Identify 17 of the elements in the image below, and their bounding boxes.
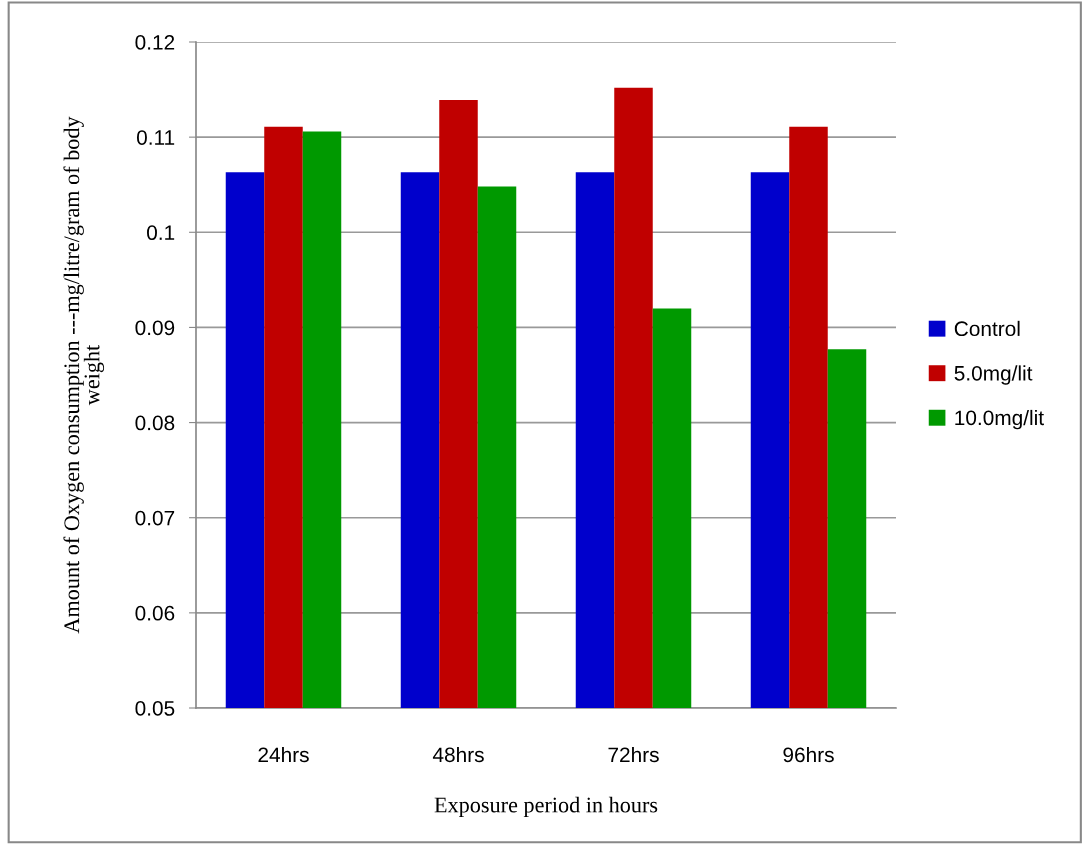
y-tick-label: 0.09 (135, 320, 175, 336)
y-tick-label: 0.12 (135, 35, 175, 50)
legend-label: 10.0mg/lit (955, 409, 1044, 430)
y-tick-label: 0.07 (135, 510, 175, 526)
x-tick-label: 96hrs (783, 746, 834, 763)
y-axis-title: Amount of Oxygen consumption ---mg/litre/gram of body weight (63, 116, 105, 634)
y-tick-label: 0.1 (147, 225, 175, 241)
y-tick-label: 0.06 (135, 605, 175, 621)
x-tick-label: 24hrs (258, 746, 309, 763)
x-axis-title: Exposure period in hours (434, 796, 658, 818)
legend-label: Control (954, 320, 1020, 337)
x-tick-label: 48hrs (432, 746, 484, 763)
y-tick-label: 0.08 (135, 415, 175, 431)
y-tick-label: 0.05 (135, 701, 175, 716)
x-tick-label: 72hrs (608, 746, 659, 763)
legend-label: 5.0mg/lit (954, 365, 1033, 385)
y-tick-label: 0.11 (136, 130, 175, 145)
